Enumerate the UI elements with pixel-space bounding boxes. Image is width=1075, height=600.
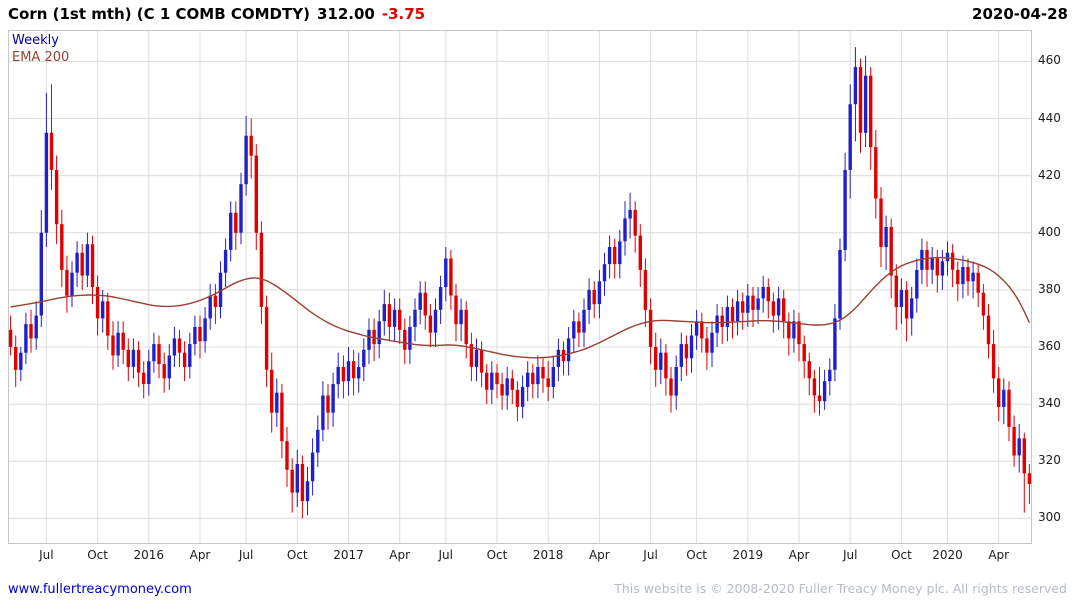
legend-ema-200: EMA 200: [12, 50, 70, 65]
x-axis-label: Jul: [643, 548, 658, 562]
site-link[interactable]: www.fullertreacymoney.com: [8, 582, 192, 597]
x-axis-label: Oct: [486, 548, 508, 562]
x-axis-label: Oct: [286, 548, 308, 562]
y-axis-label: 420: [1038, 167, 1061, 182]
x-axis-label: Jul: [39, 548, 54, 562]
x-axis-label: 2019: [732, 548, 764, 562]
x-axis-label: Apr: [189, 548, 211, 562]
x-axis-label: 2016: [133, 548, 165, 562]
x-axis-label: Jul: [842, 548, 858, 562]
copyright-text: This website is © 2008-2020 Fuller Treac…: [614, 581, 1067, 596]
y-axis-label: 300: [1038, 510, 1061, 525]
x-axis-label: Apr: [988, 548, 1010, 562]
x-axis-label: Apr: [788, 548, 810, 562]
y-axis-label: 380: [1038, 281, 1061, 296]
footer: www.fullertreacymoney.com This website i…: [8, 581, 1067, 597]
last-price: 312.00: [316, 5, 375, 23]
chart-date: 2020-04-28: [972, 5, 1068, 23]
y-axis-label: 460: [1038, 53, 1061, 68]
x-axis-label: 2020: [932, 548, 963, 562]
x-axis-label: Apr: [389, 548, 411, 562]
x-axis-label: Jul: [238, 548, 254, 562]
x-axis: Jul Oct 2016 Apr Jul Oct 2017 Apr Jul Oct 2018 Apr J…: [8, 548, 1032, 564]
x-axis-label: Apr: [588, 548, 610, 562]
chart-title-row: Corn (1st mth) (C 1 COMB COMDTY) 312.00 -3…: [8, 5, 425, 23]
chart-legend: Weekly EMA 200: [12, 32, 69, 66]
x-axis-label: Oct: [686, 548, 707, 562]
y-axis-label: 340: [1038, 396, 1061, 411]
chart-canvas: [8, 30, 1032, 544]
x-axis-label: Oct: [891, 548, 912, 562]
y-axis-label: 360: [1038, 338, 1061, 353]
x-axis-label: Oct: [87, 548, 108, 562]
y-axis-label: 400: [1038, 224, 1061, 239]
price-change: -3.75: [381, 5, 426, 23]
y-axis-label: 440: [1038, 110, 1061, 125]
legend-timeframe: Weekly: [12, 33, 59, 48]
chart-title: Corn (1st mth) (C 1 COMB COMDTY): [8, 5, 310, 23]
header: Corn (1st mth) (C 1 COMB COMDTY) 312.00 -3…: [8, 5, 1068, 23]
y-axis: 300 320 340 360 380 400 420 440 460: [1038, 30, 1074, 544]
x-axis-label: 2017: [333, 548, 364, 562]
x-axis-label: 2018: [532, 548, 564, 562]
x-axis-label: Jul: [438, 548, 453, 562]
y-axis-label: 320: [1038, 453, 1061, 468]
chart-plot[interactable]: Weekly EMA 200: [8, 30, 1032, 544]
